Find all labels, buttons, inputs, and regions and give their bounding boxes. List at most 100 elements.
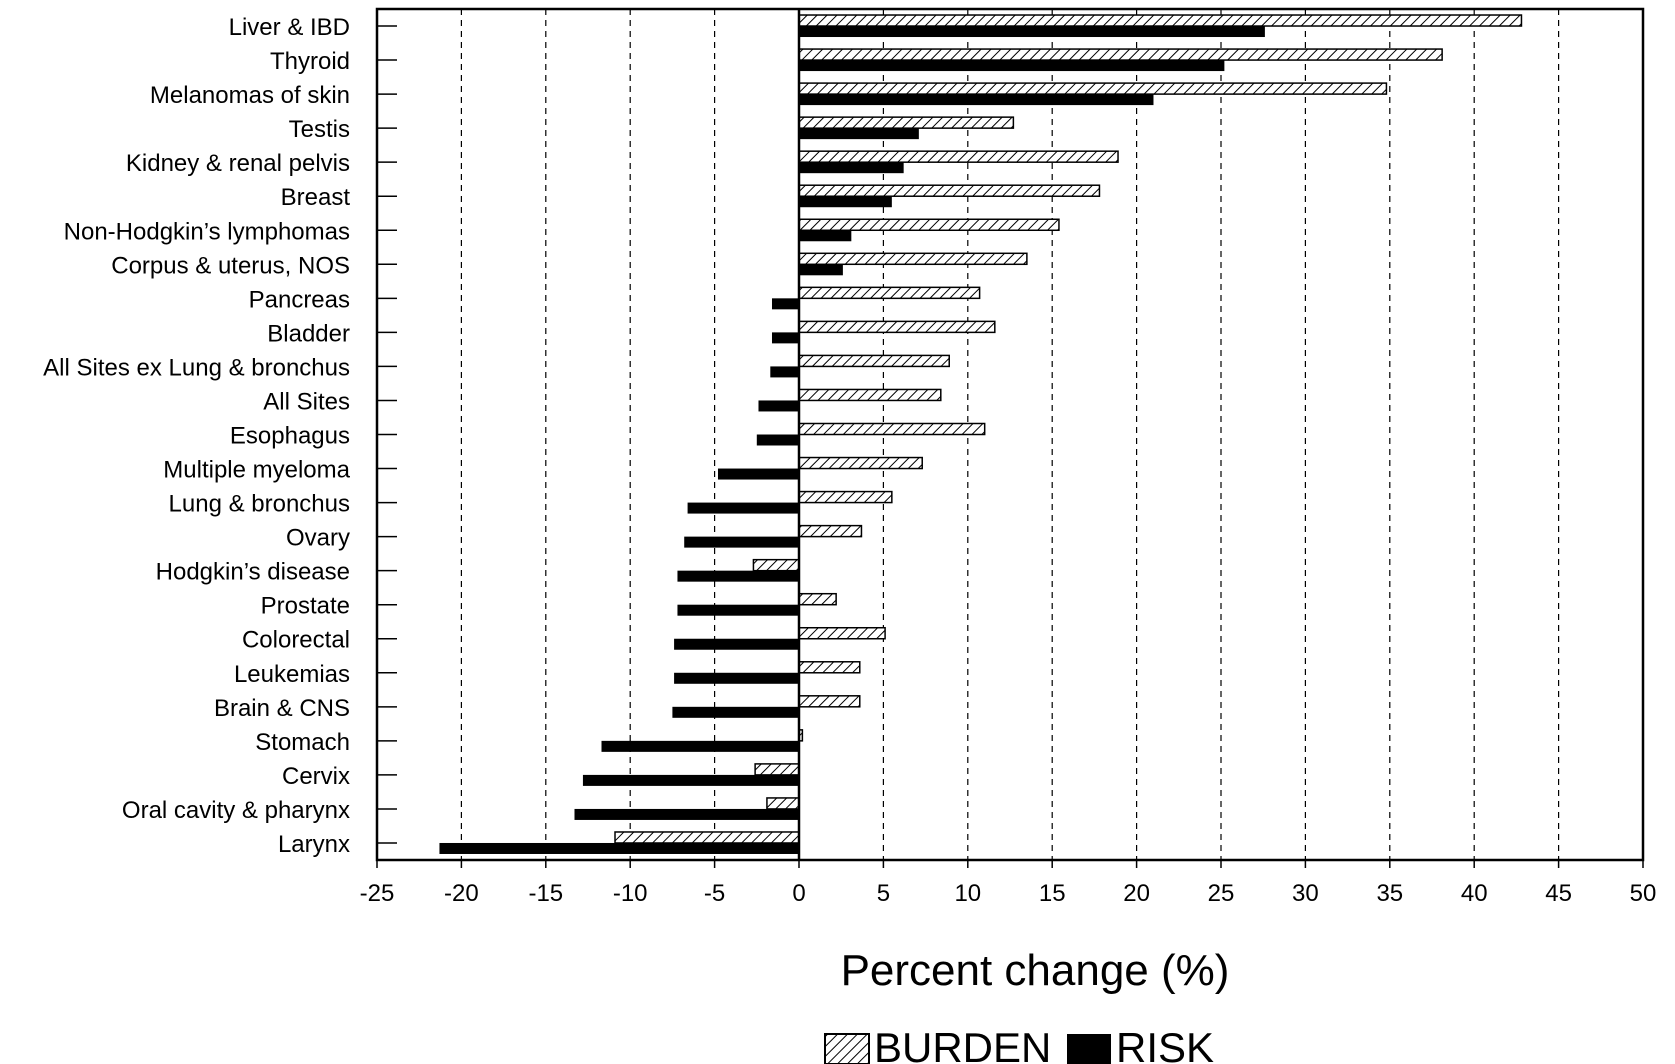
legend-burden-label: BURDEN (874, 1024, 1051, 1064)
category-label: Esophagus (230, 423, 350, 450)
x-tick-labels: -25 -20 -15 -10 -5 0 5 10 15 20 25 30 35 40 45 50 (360, 880, 1657, 907)
legend-risk-label: RISK (1116, 1024, 1214, 1064)
bar-risk (799, 60, 1225, 72)
bar-risk (758, 400, 799, 412)
x-tick-label: 40 (1461, 880, 1488, 907)
category-label: Stomach (255, 729, 350, 756)
bar-risk (672, 706, 799, 718)
x-tick-label: 0 (792, 880, 805, 907)
bars (439, 14, 1523, 854)
legend: BURDEN RISK (824, 1024, 1214, 1064)
category-label: Melanomas of skin (150, 82, 350, 109)
x-tick-label: -10 (613, 880, 648, 907)
bar-risk (799, 196, 892, 208)
category-label: Kidney & renal pelvis (126, 150, 350, 177)
bar-risk (674, 638, 799, 650)
x-tick-label: -20 (444, 880, 479, 907)
category-label: Breast (281, 184, 351, 211)
bar-risk (799, 162, 904, 174)
category-label: Lung & bronchus (169, 491, 350, 518)
axes (375, 7, 1645, 868)
bar-burden (614, 831, 800, 844)
bar-burden (798, 14, 1523, 27)
category-label: Corpus & uterus, NOS (111, 252, 350, 279)
bar-risk (684, 536, 799, 548)
bar-risk (799, 94, 1154, 106)
category-label: Thyroid (270, 48, 350, 75)
bar-burden (798, 456, 923, 470)
x-tick-label: 5 (877, 880, 890, 907)
category-labels: Liver & IBD Thyroid Melanomas of skin Testi… (43, 14, 350, 858)
bar-burden (798, 354, 950, 368)
bar-risk (677, 570, 799, 582)
bar-burden (798, 286, 981, 300)
x-tick-label: 20 (1123, 880, 1150, 907)
category-label: Hodgkin’s disease (156, 559, 350, 586)
bar-burden (798, 218, 1060, 232)
bar-burden (798, 388, 942, 402)
category-label: Ovary (286, 525, 350, 552)
plot-frame (375, 7, 1645, 862)
category-label: All Sites (263, 388, 350, 415)
x-tick-label: -15 (528, 880, 563, 907)
bar-burden (752, 558, 800, 572)
category-label: Bladder (267, 320, 350, 347)
bar-burden (798, 184, 1101, 197)
bar-risk (799, 128, 919, 140)
x-tick-label: 10 (954, 880, 981, 907)
legend-risk-swatch (1067, 1034, 1111, 1064)
bar-risk (439, 842, 799, 854)
grid-lines (460, 9, 1560, 860)
bar-risk (770, 366, 799, 378)
bar-risk (771, 298, 799, 310)
category-label: Cervix (282, 763, 350, 790)
category-label: Oral cavity & pharynx (122, 797, 350, 824)
bar-burden (798, 490, 893, 504)
category-label: Colorectal (242, 627, 350, 654)
x-tick-label: 50 (1630, 880, 1657, 907)
bar-burden (798, 626, 886, 640)
x-tick-label: -25 (360, 880, 395, 907)
bar-risk (771, 332, 799, 344)
bar-risk (799, 230, 852, 242)
bar-burden (798, 82, 1388, 95)
bar-burden (766, 797, 800, 810)
category-label: All Sites ex Lung & bronchus (43, 354, 350, 381)
x-tick-label: 15 (1039, 880, 1066, 907)
bar-burden (798, 524, 863, 538)
category-label: Multiple myeloma (163, 457, 350, 484)
bar-burden (798, 116, 1015, 129)
x-tick-label: 45 (1545, 880, 1572, 907)
bar-risk (756, 434, 799, 446)
x-tick-label: -5 (704, 880, 725, 907)
bar-risk (674, 672, 799, 684)
category-label: Pancreas (249, 286, 350, 313)
bar-burden (798, 695, 861, 708)
bar-risk (717, 468, 799, 480)
bar-risk (799, 264, 843, 276)
bar-burden (754, 763, 800, 776)
category-label: Leukemias (234, 661, 350, 688)
category-label: Brain & CNS (214, 695, 350, 722)
bar-burden (798, 320, 996, 334)
x-tick-label: 30 (1292, 880, 1319, 907)
bar-risk (582, 774, 799, 786)
category-label: Non-Hodgkin’s lymphomas (64, 218, 350, 245)
bar-risk (677, 604, 799, 616)
x-tick-label: 25 (1208, 880, 1235, 907)
bar-risk (687, 502, 799, 514)
bar-burden (798, 48, 1443, 61)
x-axis-title: Percent change (%) (841, 946, 1230, 995)
category-label: Prostate (261, 593, 350, 620)
bar-risk (601, 740, 799, 752)
bar-burden (798, 592, 837, 606)
legend-burden-swatch (824, 1033, 870, 1064)
bar-risk (799, 26, 1265, 38)
category-label: Testis (289, 116, 350, 143)
x-tick-label: 35 (1376, 880, 1403, 907)
bar-burden (798, 252, 1028, 266)
bar-burden (798, 150, 1119, 163)
category-label: Larynx (278, 831, 350, 858)
category-label: Liver & IBD (229, 14, 350, 41)
